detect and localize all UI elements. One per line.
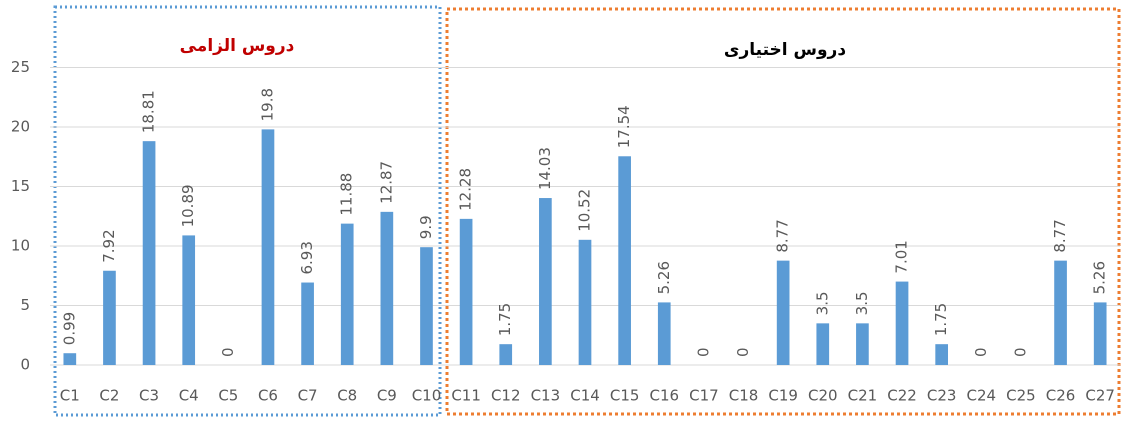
y-tick-label: 20 [11, 118, 30, 136]
bar [1054, 260, 1067, 365]
x-tick-label: C4 [179, 387, 199, 405]
value-label: 6.93 [298, 241, 316, 274]
x-tick-label: C15 [610, 387, 640, 405]
bar [103, 270, 116, 365]
annotation: دروس اختیاری [724, 40, 846, 60]
bar [856, 323, 869, 365]
bar [618, 156, 631, 365]
bar [499, 344, 513, 365]
x-tick-label: C8 [337, 387, 357, 405]
x-tick-label: C19 [768, 387, 798, 405]
y-tick-label: 10 [11, 237, 30, 255]
bar [539, 198, 552, 365]
bar [776, 260, 790, 365]
bar [301, 282, 314, 365]
bar [63, 353, 77, 365]
x-tick-label: C26 [1046, 387, 1076, 405]
value-label: 7.92 [100, 229, 118, 262]
bar [261, 129, 275, 365]
value-label: 0 [219, 347, 237, 357]
x-tick-label: C5 [218, 387, 238, 405]
value-label: 14.03 [536, 147, 554, 190]
x-tick-label: C20 [808, 387, 838, 405]
x-tick-label: C12 [491, 387, 521, 405]
bar [935, 344, 949, 365]
value-label: 9.9 [417, 215, 435, 239]
value-label: 1.75 [496, 303, 514, 336]
x-tick-label: C17 [689, 387, 719, 405]
value-label: 11.88 [338, 173, 356, 216]
y-tick-label: 5 [20, 296, 30, 314]
value-label: 0.99 [60, 312, 78, 345]
bar [380, 211, 394, 365]
mandatory-box [53, 5, 442, 417]
value-label: 19.8 [258, 88, 276, 121]
x-tick-label: C3 [139, 387, 159, 405]
bar [1093, 302, 1107, 365]
x-tick-label: C14 [570, 387, 600, 405]
elective-box [445, 7, 1121, 416]
bar [895, 281, 909, 365]
bar [420, 247, 433, 365]
x-tick-label: C6 [258, 387, 278, 405]
y-tick-label: 25 [11, 58, 30, 76]
bar [816, 323, 830, 365]
x-tick-label: C13 [531, 387, 561, 405]
value-label: 17.54 [615, 105, 633, 148]
x-tick-label: C1 [60, 387, 80, 405]
x-tick-label: C24 [967, 387, 997, 405]
x-tick-label: C22 [887, 387, 917, 405]
y-tick-label: 15 [11, 177, 30, 195]
x-tick-label: C7 [298, 387, 318, 405]
x-tick-label: C25 [1006, 387, 1036, 405]
value-label: 12.87 [377, 161, 395, 204]
bar [459, 218, 473, 365]
value-label: 5.26 [655, 261, 673, 294]
x-tick-label: C10 [412, 387, 442, 405]
value-label: 1.75 [932, 303, 950, 336]
x-tick-label: C2 [99, 387, 119, 405]
value-label: 12.28 [457, 168, 475, 211]
bar [182, 235, 196, 365]
value-label: 3.5 [813, 291, 831, 315]
value-label: 3.5 [853, 291, 871, 315]
annotation: دروس الزامی [180, 36, 295, 56]
bar [142, 141, 156, 365]
value-label: 8.77 [1051, 219, 1069, 252]
x-tick-label: C9 [377, 387, 397, 405]
value-label: 7.01 [893, 240, 911, 273]
x-tick-label: C23 [927, 387, 957, 405]
value-label: 10.52 [576, 189, 594, 232]
x-tick-label: C18 [729, 387, 759, 405]
y-tick-label: 0 [20, 356, 30, 374]
x-tick-label: C16 [649, 387, 679, 405]
x-tick-label: C21 [848, 387, 878, 405]
bar [578, 239, 592, 365]
value-label: 0 [972, 347, 990, 357]
value-label: 18.81 [140, 90, 158, 133]
value-label: 0 [1011, 347, 1029, 357]
x-tick-label: C11 [451, 387, 481, 405]
x-tick-label: C27 [1085, 387, 1115, 405]
bar [340, 223, 354, 365]
value-label: 0 [734, 347, 752, 357]
value-label: 5.26 [1091, 261, 1109, 294]
bar [657, 302, 671, 365]
value-label: 0 [694, 347, 712, 357]
value-label: 8.77 [774, 219, 792, 252]
value-label: 10.89 [179, 184, 197, 227]
